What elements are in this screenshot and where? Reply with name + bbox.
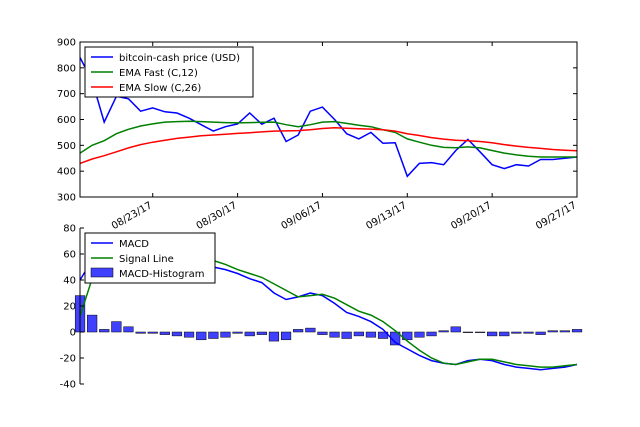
x-tick-label: 09/13/17 <box>364 200 408 232</box>
histogram-bar <box>499 331 510 337</box>
x-tick-label: 08/30/17 <box>195 200 239 232</box>
legend-label-ema-slow: EMA Slow (C,26) <box>119 83 201 94</box>
y-tick-label: 600 <box>57 115 76 126</box>
histogram-bar <box>414 331 425 338</box>
histogram-bar <box>535 331 546 335</box>
x-tick-label: 09/20/17 <box>449 200 493 232</box>
histogram-bar <box>87 314 98 333</box>
macd-panel: -40 -20 0 20 40 60 80 MACD Signal Line MACD-Hi… <box>60 224 583 391</box>
series-line-2 <box>79 127 578 165</box>
y-tick-label: 700 <box>57 89 76 100</box>
histogram-bar <box>135 331 146 334</box>
histogram-bar <box>487 331 498 337</box>
x-tick-label: 08/23/17 <box>110 200 154 232</box>
histogram-bar <box>523 331 534 334</box>
histogram-bar <box>268 331 280 342</box>
histogram-bar <box>196 331 207 341</box>
histogram-bar <box>111 321 122 333</box>
histogram-bar <box>256 331 267 335</box>
histogram-bar <box>571 329 583 333</box>
histogram-bar <box>159 331 170 335</box>
histogram-bar <box>280 331 292 341</box>
legend-label-ema-fast: EMA Fast (C,12) <box>119 68 198 79</box>
y-tick-label: 20 <box>63 302 76 313</box>
histogram-bar <box>547 330 558 333</box>
series-line-1 <box>79 120 577 158</box>
macd-legend: MACD Signal Line MACD-Histogram <box>84 232 216 284</box>
histogram-bar <box>353 331 364 337</box>
histogram-bar <box>305 327 316 333</box>
y-tick-label: 400 <box>57 167 76 178</box>
y-tick-label: 40 <box>63 276 76 287</box>
y-tick-label: -40 <box>60 380 76 391</box>
price-series-group <box>79 57 578 178</box>
histogram-bar <box>208 331 219 339</box>
histogram-bar <box>390 331 401 346</box>
histogram-bar <box>329 331 340 338</box>
legend-label-macd: MACD <box>119 239 149 250</box>
histogram-bar <box>317 331 328 335</box>
legend-label-signal: Signal Line <box>119 254 174 265</box>
histogram-bar <box>462 331 474 333</box>
y-tick-label: 60 <box>63 250 76 261</box>
y-tick-label: 80 <box>63 224 76 235</box>
y-tick-label: 0 <box>70 328 76 339</box>
histogram-bar <box>171 331 183 337</box>
price-legend: bitcoin-cash price (USD) EMA Fast (C,12)… <box>84 46 254 98</box>
histogram-bar <box>341 331 352 339</box>
histogram-bar <box>99 329 110 333</box>
x-tick-label: 09/27/17 <box>534 200 578 232</box>
legend-swatch-histogram <box>90 267 114 278</box>
histogram-bar <box>183 331 195 338</box>
histogram-bar <box>511 331 522 334</box>
histogram-bar <box>244 331 255 337</box>
histogram-bar <box>147 331 158 334</box>
histogram-bar <box>450 326 461 333</box>
price-panel: 300 400 500 600 700 800 900 08/23/17 08/30/17 09… <box>57 38 579 233</box>
histogram-bar <box>559 330 570 333</box>
x-tick-label: 09/06/17 <box>280 200 324 232</box>
legend-label-price: bitcoin-cash price (USD) <box>119 53 240 64</box>
histogram-bar <box>365 331 377 338</box>
series-line-0 <box>79 57 578 178</box>
histogram-bar <box>293 329 304 333</box>
y-tick-label: -20 <box>60 354 76 365</box>
y-tick-label: 800 <box>57 63 76 74</box>
histogram-bar <box>123 326 134 333</box>
y-tick-label: 300 <box>57 193 76 204</box>
price-y-axis: 300 400 500 600 700 800 900 <box>57 38 577 204</box>
macd-y-axis: -40 -20 0 20 40 60 80 <box>60 224 84 391</box>
macd-histogram-group <box>74 295 583 346</box>
histogram-bar <box>474 331 486 333</box>
legend-label-histogram: MACD-Histogram <box>119 269 204 280</box>
histogram-bar <box>426 331 437 337</box>
histogram-bar <box>438 330 449 333</box>
y-tick-label: 500 <box>57 141 76 152</box>
histogram-bar <box>232 331 243 334</box>
y-tick-label: 900 <box>57 38 76 49</box>
histogram-bar <box>220 331 231 338</box>
